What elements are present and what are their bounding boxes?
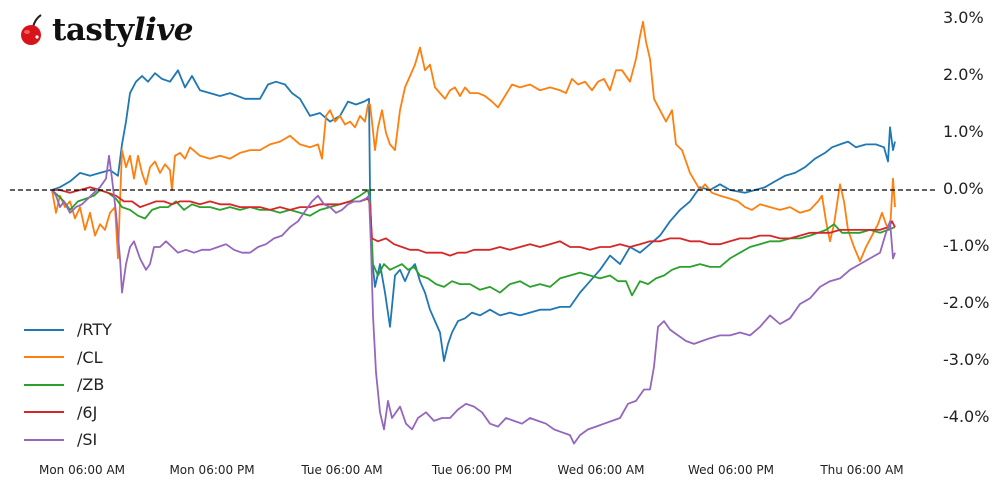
legend-item-cl: /CL: [24, 344, 112, 372]
series-layer: [51, 20, 896, 445]
y-tick-label: 2.0%: [943, 65, 984, 84]
series-line-cl: [51, 20, 896, 263]
brand-logo: tastylive: [18, 8, 194, 52]
x-tick-label: Mon 06:00 AM: [38, 463, 126, 477]
series-line-rty: [51, 69, 896, 362]
x-tick-label: Mon 06:00 PM: [169, 463, 255, 477]
x-tick-label: Wed 06:00 PM: [688, 463, 774, 477]
legend-label: /6J: [77, 402, 98, 422]
x-tick-label: Thu 06:00 AM: [820, 463, 904, 477]
legend-item-zb: /ZB: [24, 371, 112, 399]
cherry-icon: [21, 14, 42, 45]
legend-swatch: [24, 438, 64, 441]
y-tick-label: -4.0%: [943, 407, 990, 426]
legend-item-rty: /RTY: [24, 316, 112, 344]
legend-item-si: /SI: [24, 426, 112, 454]
legend-swatch: [24, 356, 64, 359]
y-tick-label: -1.0%: [943, 236, 990, 255]
x-tick-label: Tue 06:00 PM: [431, 463, 513, 477]
series-line-6j: [52, 186, 896, 257]
legend-swatch: [24, 328, 64, 331]
legend-label: /RTY: [77, 320, 112, 340]
legend: /RTY /CL /ZB /6J /SI: [24, 316, 112, 454]
legend-swatch: [24, 411, 64, 414]
brand-name: tastylive: [52, 12, 194, 48]
y-tick-label: 1.0%: [943, 122, 984, 141]
legend-label: /CL: [77, 347, 103, 367]
legend-label: /ZB: [77, 375, 105, 395]
y-tick-label: -3.0%: [943, 350, 990, 369]
brand-name-part1: tasty: [52, 12, 134, 48]
brand-name-part2: live: [133, 12, 194, 48]
y-tick-label: -2.0%: [943, 293, 990, 312]
legend-swatch: [24, 383, 64, 386]
legend-label: /SI: [77, 430, 98, 450]
series-line-si: [51, 154, 896, 445]
x-tick-label: Wed 06:00 AM: [557, 463, 645, 477]
x-tick-label: Tue 06:00 AM: [301, 463, 383, 477]
y-tick-label: 3.0%: [943, 8, 984, 27]
legend-item-6j: /6J: [24, 399, 112, 427]
y-tick-label: 0.0%: [943, 179, 984, 198]
